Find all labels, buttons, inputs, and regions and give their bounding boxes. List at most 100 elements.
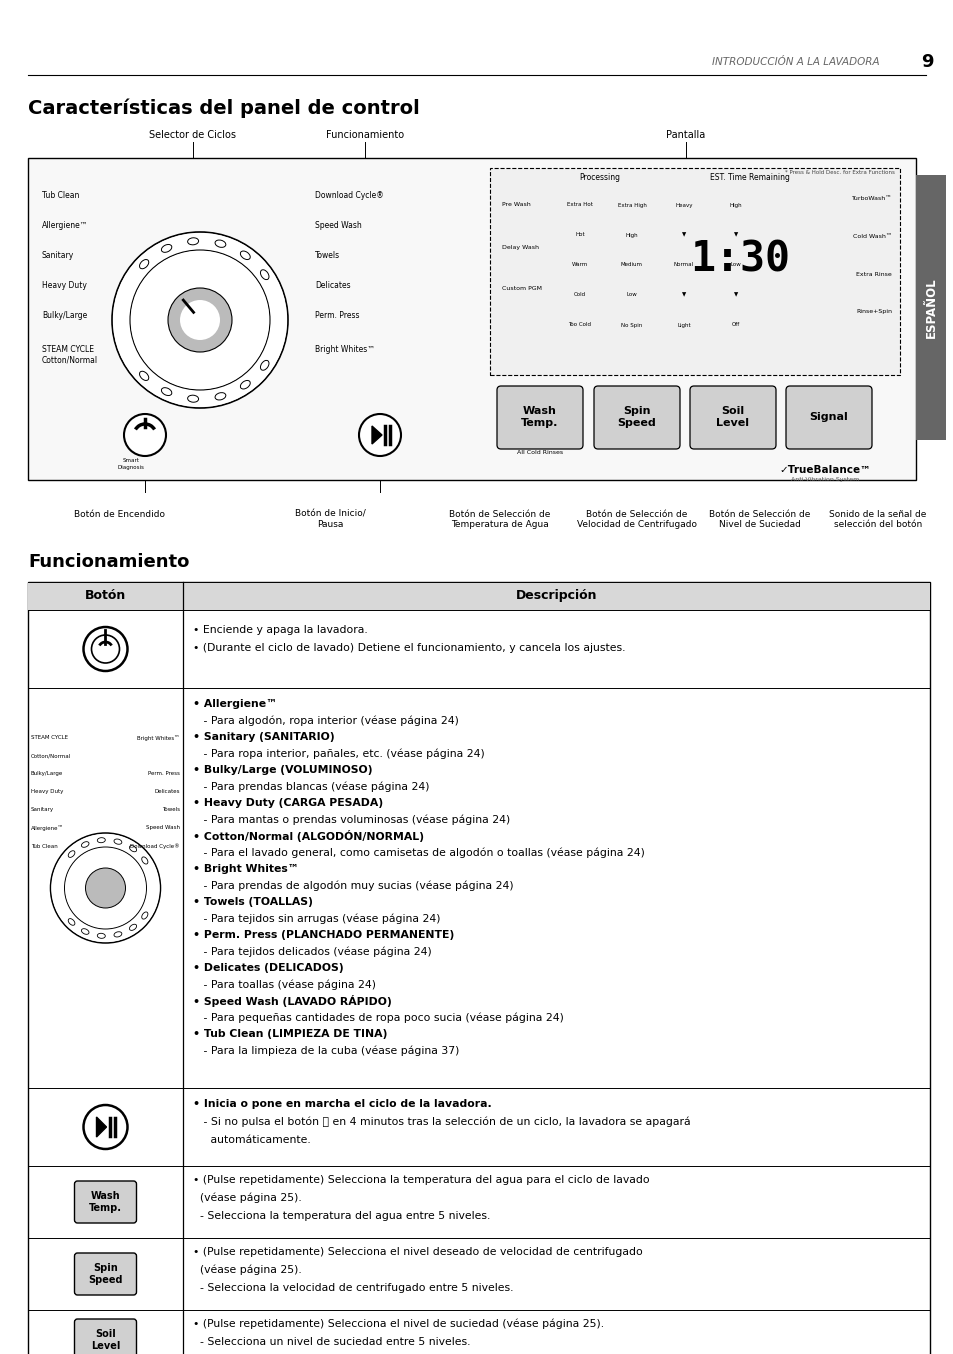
- Text: • Bulky/Large (VOLUMINOSO): • Bulky/Large (VOLUMINOSO): [193, 765, 372, 774]
- Text: Warm: Warm: [571, 263, 587, 268]
- Text: Allergiene™: Allergiene™: [30, 825, 64, 831]
- Circle shape: [112, 233, 287, 408]
- Text: (véase página 25).: (véase página 25).: [193, 1265, 301, 1275]
- Text: ▼: ▼: [733, 292, 738, 298]
- Text: - Para tejidos sin arrugas (véase página 24): - Para tejidos sin arrugas (véase página…: [193, 913, 440, 923]
- Circle shape: [66, 848, 146, 927]
- Text: Too Cold: Too Cold: [568, 322, 591, 328]
- Text: Off: Off: [731, 322, 740, 328]
- Text: • Heavy Duty (CARGA PESADA): • Heavy Duty (CARGA PESADA): [193, 798, 383, 808]
- Text: - Para la limpieza de la cuba (véase página 37): - Para la limpieza de la cuba (véase pág…: [193, 1045, 459, 1056]
- Text: No Spin: No Spin: [620, 322, 642, 328]
- Text: Botón de Selección de
Temperatura de Agua: Botón de Selección de Temperatura de Agu…: [449, 510, 550, 529]
- Text: Selector de Ciclos: Selector de Ciclos: [150, 130, 236, 139]
- Text: Bright Whites™: Bright Whites™: [137, 735, 180, 741]
- Text: Normal: Normal: [673, 263, 694, 268]
- Ellipse shape: [139, 260, 149, 268]
- FancyBboxPatch shape: [594, 386, 679, 450]
- Text: Botón de Inicio/
Pausa: Botón de Inicio/ Pausa: [294, 510, 365, 529]
- Text: Wash
Temp.: Wash Temp.: [520, 406, 558, 428]
- Text: Allergiene™: Allergiene™: [42, 221, 89, 229]
- Text: Cotton/Normal: Cotton/Normal: [30, 753, 71, 758]
- Circle shape: [91, 635, 119, 663]
- Text: Medium: Medium: [620, 263, 642, 268]
- Circle shape: [84, 1105, 128, 1150]
- Text: • Delicates (DELICADOS): • Delicates (DELICADOS): [193, 963, 343, 974]
- Ellipse shape: [142, 913, 148, 919]
- Text: Soil
Level: Soil Level: [91, 1330, 120, 1351]
- Text: Extra Rinse: Extra Rinse: [856, 272, 891, 276]
- Text: - Para pequeñas cantidades de ropa poco sucia (véase página 24): - Para pequeñas cantidades de ropa poco …: [193, 1013, 563, 1022]
- FancyBboxPatch shape: [74, 1181, 136, 1223]
- Text: - Para el lavado general, como camisetas de algodón o toallas (véase página 24): - Para el lavado general, como camisetas…: [193, 848, 644, 857]
- Text: Diagnosis: Diagnosis: [117, 466, 144, 470]
- Ellipse shape: [240, 380, 250, 389]
- Text: Heavy Duty: Heavy Duty: [30, 789, 63, 795]
- Text: Bulky/Large: Bulky/Large: [42, 310, 87, 320]
- Text: Custom PGM: Custom PGM: [501, 287, 541, 291]
- Ellipse shape: [114, 839, 122, 845]
- Text: Smart: Smart: [122, 459, 139, 463]
- Ellipse shape: [69, 850, 75, 857]
- Text: • (Durante el ciclo de lavado) Detiene el funcionamiento, y cancela los ajustes.: • (Durante el ciclo de lavado) Detiene e…: [193, 643, 625, 653]
- Text: Tub Clean: Tub Clean: [30, 844, 58, 849]
- Text: 1:30: 1:30: [689, 240, 789, 282]
- Circle shape: [51, 834, 159, 942]
- Text: - Selecciona la velocidad de centrifugado entre 5 niveles.: - Selecciona la velocidad de centrifugad…: [193, 1284, 513, 1293]
- Text: Descripción: Descripción: [516, 589, 597, 603]
- Ellipse shape: [81, 842, 89, 848]
- Text: Processing: Processing: [578, 173, 619, 183]
- Ellipse shape: [260, 360, 269, 370]
- Ellipse shape: [161, 245, 172, 252]
- Text: automáticamente.: automáticamente.: [193, 1135, 311, 1145]
- Text: Botón de Encendido: Botón de Encendido: [74, 510, 165, 519]
- Text: INTRODUCCIÓN A LA LAVADORA: INTRODUCCIÓN A LA LAVADORA: [712, 57, 879, 66]
- Text: • (Pulse repetidamente) Selecciona la temperatura del agua para el ciclo de lava: • (Pulse repetidamente) Selecciona la te…: [193, 1175, 649, 1185]
- Text: - Si no pulsa el botón Ⓐ en 4 minutos tras la selección de un ciclo, la lavadora: - Si no pulsa el botón Ⓐ en 4 minutos tr…: [193, 1117, 690, 1128]
- Circle shape: [131, 250, 269, 389]
- Ellipse shape: [188, 238, 198, 245]
- Text: Speed Wash: Speed Wash: [146, 826, 180, 830]
- Text: Perm. Press: Perm. Press: [148, 772, 180, 776]
- Ellipse shape: [214, 393, 226, 399]
- Text: Extra Hot: Extra Hot: [566, 203, 593, 207]
- Ellipse shape: [214, 240, 226, 248]
- Text: Spin
Speed: Spin Speed: [89, 1263, 123, 1285]
- Text: - Para mantas o prendas voluminosas (véase página 24): - Para mantas o prendas voluminosas (véa…: [193, 814, 510, 825]
- Ellipse shape: [161, 387, 172, 395]
- Text: • (Pulse repetidamente) Selecciona el nivel de suciedad (véase página 25).: • (Pulse repetidamente) Selecciona el ni…: [193, 1319, 603, 1330]
- Circle shape: [86, 868, 126, 909]
- Bar: [28, 582, 929, 611]
- Text: ▼: ▼: [733, 233, 738, 237]
- Text: Botón de Selección de
Nivel de Suciedad: Botón de Selección de Nivel de Suciedad: [709, 510, 810, 529]
- Text: STEAM CYCLE: STEAM CYCLE: [42, 345, 94, 355]
- Text: • Cotton/Normal (ALGODÓN/NORMAL): • Cotton/Normal (ALGODÓN/NORMAL): [193, 830, 423, 842]
- Ellipse shape: [130, 846, 136, 852]
- Text: Delay Wash: Delay Wash: [501, 245, 538, 249]
- Polygon shape: [96, 1117, 107, 1137]
- Circle shape: [180, 301, 220, 340]
- Circle shape: [168, 288, 232, 352]
- Text: * Press & Hold Desc. for Extra Functions: * Press & Hold Desc. for Extra Functions: [784, 171, 894, 176]
- Text: • Inicia o pone en marcha el ciclo de la lavadora.: • Inicia o pone en marcha el ciclo de la…: [193, 1099, 491, 1109]
- Text: High: High: [625, 233, 638, 237]
- Text: Wash
Temp.: Wash Temp.: [89, 1192, 122, 1213]
- Text: • (Pulse repetidamente) Selecciona el nivel deseado de velocidad de centrifugado: • (Pulse repetidamente) Selecciona el ni…: [193, 1247, 642, 1257]
- Text: 9: 9: [921, 53, 933, 70]
- Bar: [490, 168, 899, 375]
- Circle shape: [124, 414, 166, 456]
- Text: Delicates: Delicates: [314, 280, 351, 290]
- Text: - Selecciona la temperatura del agua entre 5 niveles.: - Selecciona la temperatura del agua ent…: [193, 1210, 490, 1221]
- Text: Funcionamiento: Funcionamiento: [28, 552, 190, 571]
- Text: Perm. Press: Perm. Press: [314, 310, 359, 320]
- Text: Botón: Botón: [85, 589, 126, 603]
- Text: Heavy Duty: Heavy Duty: [42, 280, 87, 290]
- Text: • Perm. Press (PLANCHADO PERMANENTE): • Perm. Press (PLANCHADO PERMANENTE): [193, 930, 454, 940]
- Text: Funcionamiento: Funcionamiento: [326, 130, 404, 139]
- Text: Low: Low: [730, 263, 740, 268]
- Text: Bright Whites™: Bright Whites™: [314, 345, 375, 355]
- Text: Rinse+Spin: Rinse+Spin: [855, 310, 891, 314]
- Text: • Bright Whites™: • Bright Whites™: [193, 864, 298, 875]
- Ellipse shape: [130, 925, 136, 930]
- Ellipse shape: [97, 933, 105, 938]
